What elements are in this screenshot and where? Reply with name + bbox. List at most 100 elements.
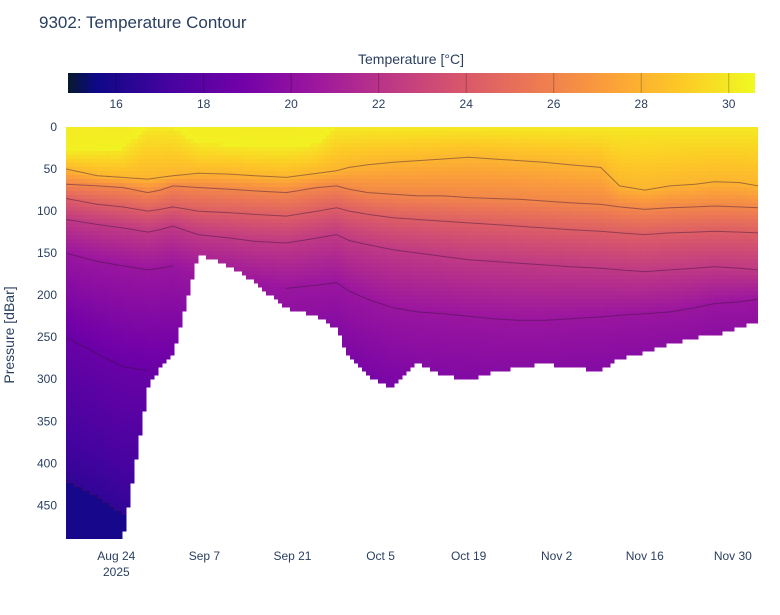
heatmap-cell bbox=[130, 403, 135, 408]
heatmap-cell bbox=[90, 139, 95, 144]
heatmap-cell bbox=[230, 135, 235, 140]
heatmap-cell bbox=[294, 279, 299, 284]
heatmap-cell bbox=[82, 435, 87, 440]
heatmap-cell bbox=[162, 179, 167, 184]
heatmap-cell bbox=[118, 415, 123, 420]
heatmap-cell bbox=[374, 351, 379, 356]
heatmap-cell bbox=[362, 279, 367, 284]
heatmap-cell bbox=[374, 183, 379, 188]
heatmap-cell bbox=[150, 211, 155, 216]
heatmap-cell bbox=[358, 191, 363, 196]
heatmap-cell bbox=[78, 159, 83, 164]
heatmap-cell bbox=[66, 395, 71, 400]
heatmap-cell bbox=[106, 139, 111, 144]
heatmap-cell bbox=[86, 355, 91, 360]
heatmap-cell bbox=[78, 307, 83, 312]
heatmap-cell bbox=[298, 163, 303, 168]
heatmap-cell bbox=[122, 511, 127, 516]
heatmap-cell bbox=[282, 139, 287, 144]
heatmap-cell bbox=[86, 151, 91, 156]
heatmap-cell bbox=[98, 183, 103, 188]
heatmap-cell bbox=[146, 367, 151, 372]
heatmap-cell bbox=[330, 207, 335, 212]
heatmap-cell bbox=[346, 335, 351, 340]
heatmap-cell bbox=[314, 303, 319, 308]
heatmap-cell bbox=[206, 135, 211, 140]
heatmap-cell bbox=[334, 171, 339, 176]
heatmap-cell bbox=[366, 195, 371, 200]
heatmap-cell bbox=[82, 263, 87, 268]
heatmap-cell bbox=[198, 203, 203, 208]
heatmap-cell bbox=[378, 263, 383, 268]
heatmap-cell bbox=[86, 491, 91, 496]
heatmap-cell bbox=[150, 131, 155, 136]
heatmap-cell bbox=[138, 311, 143, 316]
heatmap-cell bbox=[382, 139, 387, 144]
heatmap-cell bbox=[358, 291, 363, 296]
heatmap-cell bbox=[342, 167, 347, 172]
heatmap-cell bbox=[310, 215, 315, 220]
heatmap-cell bbox=[370, 351, 375, 356]
heatmap-cell bbox=[194, 259, 199, 264]
colorbar-title: Temperature [°C] bbox=[358, 51, 464, 67]
heatmap-cell bbox=[110, 443, 115, 448]
heatmap-cell bbox=[366, 147, 371, 152]
heatmap-cell bbox=[114, 215, 119, 220]
heatmap-cell bbox=[254, 267, 259, 272]
heatmap-cell bbox=[162, 355, 167, 360]
heatmap-cell bbox=[126, 215, 131, 220]
heatmap-cell bbox=[78, 251, 83, 256]
heatmap-cell bbox=[142, 291, 147, 296]
heatmap-cell bbox=[154, 299, 159, 304]
heatmap-cell bbox=[106, 175, 111, 180]
heatmap-cell bbox=[206, 203, 211, 208]
heatmap-cell bbox=[198, 219, 203, 224]
heatmap-cell bbox=[166, 347, 171, 352]
heatmap-cell bbox=[74, 535, 79, 539]
heatmap-cell bbox=[70, 355, 75, 360]
heatmap-cell bbox=[106, 167, 111, 172]
heatmap-cell bbox=[210, 235, 215, 240]
heatmap-cell bbox=[334, 127, 339, 132]
heatmap-cell bbox=[134, 191, 139, 196]
heatmap-cell bbox=[86, 267, 91, 272]
heatmap-cell bbox=[278, 199, 283, 204]
heatmap-cell bbox=[302, 183, 307, 188]
heatmap-cell bbox=[270, 235, 275, 240]
heatmap-cell bbox=[162, 163, 167, 168]
heatmap-cell bbox=[214, 163, 219, 168]
heatmap-cell bbox=[258, 235, 263, 240]
heatmap-cell bbox=[70, 219, 75, 224]
heatmap-cell bbox=[338, 255, 343, 260]
heatmap-cell bbox=[366, 259, 371, 264]
heatmap-cell bbox=[66, 399, 71, 404]
heatmap-cell bbox=[278, 295, 283, 300]
heatmap-cell bbox=[174, 139, 179, 144]
heatmap-cell bbox=[134, 179, 139, 184]
heatmap-cell bbox=[114, 319, 119, 324]
heatmap-cell bbox=[394, 163, 399, 168]
heatmap-cell bbox=[166, 351, 171, 356]
heatmap-cell bbox=[106, 519, 111, 524]
heatmap-cell bbox=[246, 255, 251, 260]
heatmap-cell bbox=[262, 227, 267, 232]
heatmap-cell bbox=[282, 243, 287, 248]
heatmap-cell bbox=[378, 315, 383, 320]
heatmap-cell bbox=[162, 155, 167, 160]
heatmap-cell bbox=[166, 279, 171, 284]
heatmap-cell bbox=[310, 211, 315, 216]
heatmap-cell bbox=[206, 159, 211, 164]
heatmap-cell bbox=[350, 151, 355, 156]
heatmap-cell bbox=[162, 307, 167, 312]
heatmap-cell bbox=[110, 439, 115, 444]
heatmap-cell bbox=[334, 143, 339, 148]
heatmap-cell bbox=[222, 223, 227, 228]
heatmap-cell bbox=[262, 283, 267, 288]
heatmap-cell bbox=[90, 503, 95, 508]
heatmap-cell bbox=[282, 263, 287, 268]
heatmap-cell bbox=[134, 339, 139, 344]
heatmap-cell bbox=[346, 127, 351, 132]
heatmap-cell bbox=[106, 531, 111, 536]
heatmap-cell bbox=[386, 359, 391, 364]
